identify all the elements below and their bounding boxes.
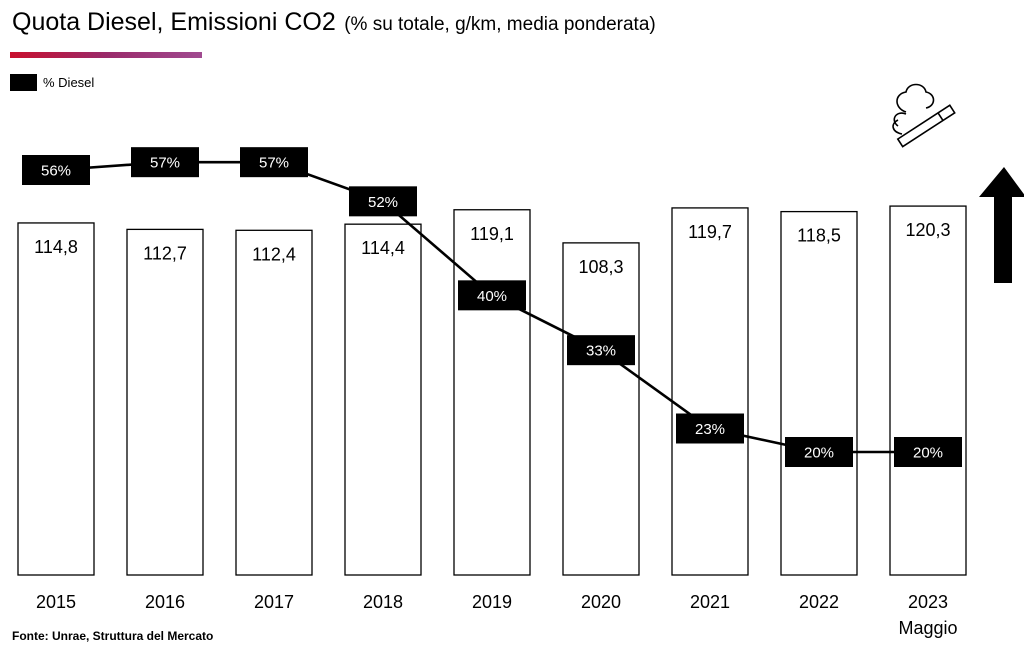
title-accent-bar — [10, 52, 202, 58]
bar-value-label-2019: 119,1 — [470, 224, 514, 244]
bar-2015 — [17, 222, 95, 576]
x-tick-label-2017: 2017 — [254, 592, 294, 612]
diesel-point-label-2017: 57% — [259, 155, 289, 172]
legend: % Diesel — [10, 74, 94, 91]
legend-label: % Diesel — [43, 75, 95, 90]
bar-2019 — [453, 209, 531, 576]
bar-2023 — [889, 205, 967, 576]
diesel-point-2023 — [894, 437, 962, 467]
x-tick-label-2021: 2021 — [690, 592, 730, 612]
diesel-point-2021 — [676, 413, 744, 444]
x-tick-label-2022: 2022 — [799, 592, 839, 612]
bar-2021 — [671, 207, 749, 576]
chart-title: Quota Diesel, Emissioni CO2 — [12, 8, 336, 36]
smoking-cigarette-icon — [892, 83, 956, 148]
bar-value-label-2021: 119,7 — [688, 222, 732, 242]
diesel-point-label-2023: 20% — [913, 445, 943, 462]
bar-value-label-2022: 118,5 — [797, 226, 841, 246]
bar-value-label-2015: 114,8 — [34, 237, 78, 257]
diesel-point-2022 — [785, 437, 853, 467]
diesel-point-2019 — [458, 280, 526, 311]
up-arrow-icon — [979, 167, 1024, 283]
diesel-point-label-2021: 23% — [695, 421, 725, 438]
diesel-point-label-2016: 57% — [150, 155, 180, 172]
diesel-point-2016 — [131, 147, 199, 178]
diesel-point-2017 — [240, 147, 308, 178]
source-note: Fonte: Unrae, Struttura del Mercato — [12, 629, 214, 643]
x-tick-sublabel-2023: Maggio — [898, 618, 957, 638]
bar-value-label-2016: 112,7 — [143, 243, 187, 263]
bar-2022 — [780, 210, 858, 576]
diesel-point-label-2022: 20% — [804, 445, 834, 462]
bar-2018 — [344, 223, 422, 576]
x-tick-label-2018: 2018 — [363, 592, 403, 612]
x-tick-label-2019: 2019 — [472, 592, 512, 612]
x-tick-label-2016: 2016 — [145, 592, 185, 612]
x-tick-label-2023: 2023 — [908, 592, 948, 612]
bar-value-label-2018: 114,4 — [361, 238, 405, 258]
x-tick-label-2020: 2020 — [581, 592, 621, 612]
diesel-point-label-2018: 52% — [368, 194, 398, 211]
diesel-point-2015 — [22, 155, 90, 185]
diesel-point-label-2020: 33% — [586, 343, 616, 360]
bar-2020 — [562, 242, 640, 576]
bar-value-label-2023: 120,3 — [905, 220, 950, 240]
diesel-point-2018 — [349, 186, 417, 217]
bar-value-label-2020: 108,3 — [578, 257, 623, 277]
legend-swatch — [10, 74, 37, 91]
diesel-point-label-2015: 56% — [41, 163, 71, 180]
diesel-point-2020 — [567, 335, 635, 366]
bar-2017 — [235, 229, 313, 576]
bar-value-label-2017: 112,4 — [252, 244, 296, 264]
diesel-point-label-2019: 40% — [477, 288, 507, 305]
x-tick-label-2015: 2015 — [36, 592, 76, 612]
chart-title-block: Quota Diesel, Emissioni CO2 (% su totale… — [12, 8, 656, 37]
chart-subtitle: (% su totale, g/km, media ponderata) — [344, 14, 656, 35]
bar-2016 — [126, 228, 204, 576]
